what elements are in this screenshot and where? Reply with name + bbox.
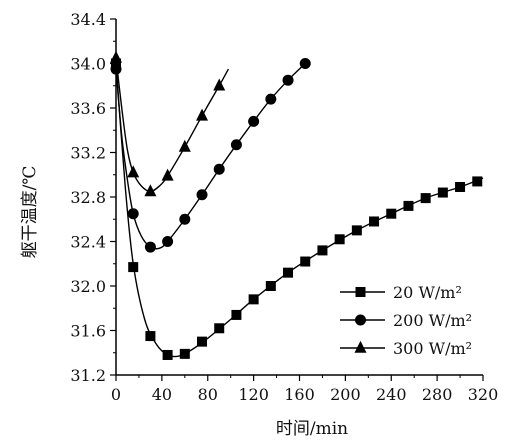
data-point-circle (196, 189, 208, 201)
legend-item: 20 W/m² (340, 283, 462, 302)
legend-marker-triangle (354, 340, 367, 353)
x-tick-label: 280 (422, 385, 453, 404)
data-point-square (179, 348, 190, 359)
series-group (110, 50, 484, 360)
data-point-square (214, 323, 225, 334)
data-point-circle (213, 163, 225, 175)
data-point-triangle (110, 50, 122, 63)
x-tick-label: 120 (238, 385, 269, 404)
data-point-square (351, 225, 362, 236)
data-point-square (248, 294, 259, 305)
data-point-square (334, 234, 345, 245)
legend-label: 20 W/m² (393, 283, 462, 302)
y-tick-label: 32.0 (70, 277, 106, 296)
y-tick-label: 33.2 (70, 144, 106, 163)
data-point-square (472, 176, 483, 187)
data-point-triangle (161, 168, 174, 181)
data-point-triangle (213, 78, 226, 91)
legend-label: 200 W/m² (393, 311, 472, 330)
data-point-circle (127, 208, 139, 220)
data-point-square (300, 256, 311, 267)
y-tick-label: 31.2 (70, 366, 106, 385)
data-point-square (128, 262, 139, 273)
data-point-square (420, 193, 431, 204)
data-point-circle (248, 115, 260, 127)
x-tick-label: 0 (111, 385, 121, 404)
data-point-square (231, 309, 242, 320)
x-tick-label: 80 (198, 385, 218, 404)
legend-marker-circle (355, 314, 366, 326)
series-line (115, 62, 306, 250)
y-tick-label: 34.0 (70, 55, 106, 74)
x-tick-label: 200 (330, 385, 361, 404)
data-point-triangle (178, 139, 191, 152)
data-point-circle (110, 63, 122, 75)
data-point-square (437, 187, 448, 198)
data-point-triangle (196, 108, 209, 121)
legend: 20 W/m² 200 W/m² 300 W/m² (340, 283, 472, 358)
data-point-circle (265, 93, 277, 105)
data-point-circle (144, 241, 156, 253)
data-point-square (369, 216, 380, 227)
data-point-circle (162, 236, 174, 247)
legend-item: 200 W/m² (340, 311, 472, 330)
data-point-circle (282, 74, 294, 86)
data-point-circle (179, 213, 191, 225)
data-point-square (455, 181, 466, 192)
legend-item: 300 W/m² (340, 339, 472, 358)
y-tick-label: 34.4 (70, 10, 106, 29)
x-tick-label: 40 (152, 385, 172, 404)
series-circle (110, 58, 311, 253)
x-axis-title: 时间/min (276, 419, 348, 439)
data-point-circle (299, 58, 311, 69)
data-point-square (386, 208, 397, 219)
data-point-square (197, 336, 208, 347)
x-tick-label: 160 (284, 385, 315, 404)
y-tick-label: 32.8 (70, 188, 106, 207)
data-point-square (283, 267, 294, 278)
data-point-triangle (144, 184, 157, 197)
series-square (111, 58, 484, 360)
data-point-square (317, 245, 328, 256)
y-tick-label: 31.6 (70, 322, 106, 341)
data-point-circle (230, 139, 242, 151)
y-tick-label: 33.6 (70, 99, 106, 118)
data-point-square (265, 281, 276, 291)
ticks: 0 40 80 120 160 200 240 280 320 31.2 31.6 32.0 32.4 3… (70, 10, 498, 404)
x-tick-label: 240 (376, 385, 407, 404)
y-tick-label: 32.4 (70, 233, 106, 252)
series-triangle (110, 50, 230, 197)
data-point-square (145, 331, 156, 342)
legend-marker-square (355, 287, 366, 297)
y-axis-title: 躯干温度/℃ (20, 166, 40, 259)
data-point-triangle (127, 165, 140, 178)
data-point-square (162, 349, 173, 360)
legend-label: 300 W/m² (393, 339, 472, 358)
data-point-square (403, 200, 414, 211)
x-tick-label: 320 (468, 385, 499, 404)
